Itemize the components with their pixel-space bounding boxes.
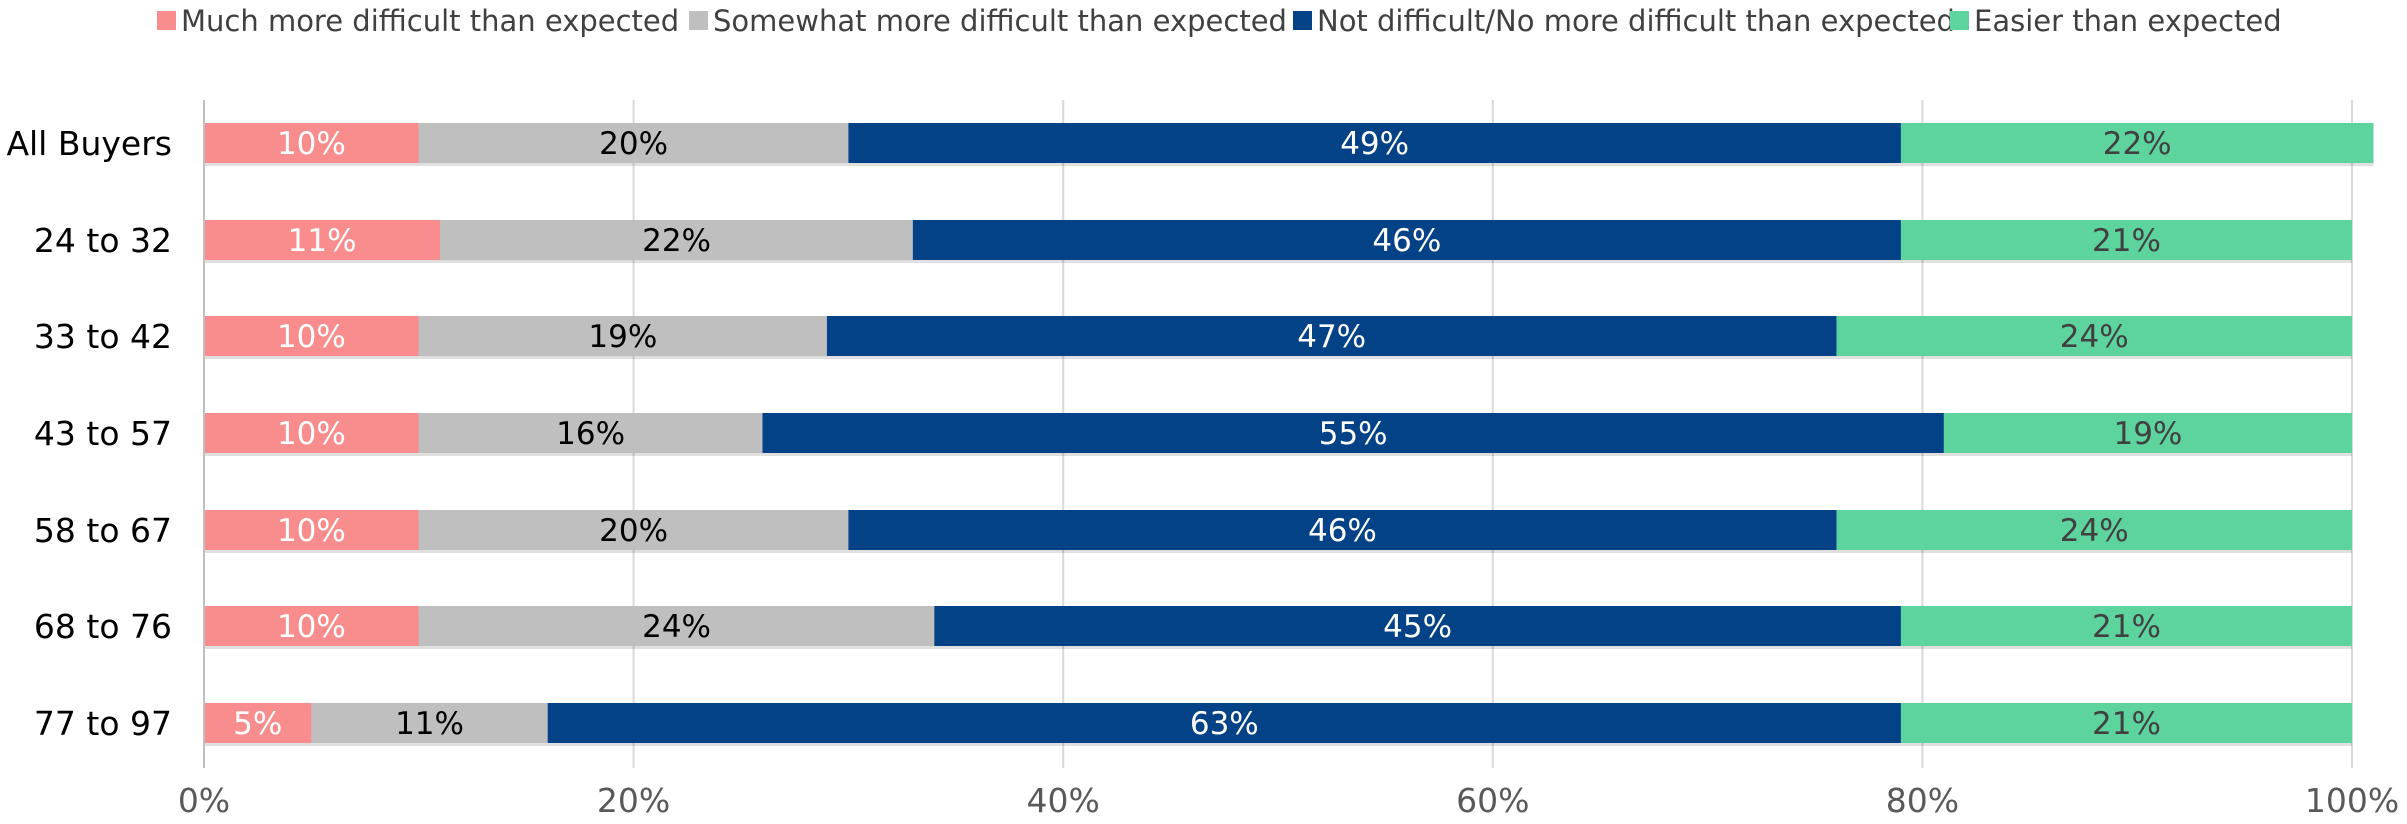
data-label: 20% [599, 126, 668, 162]
legend-label: Somewhat more difficult than expected [713, 4, 1287, 38]
x-tick-label: 40% [1027, 781, 1100, 820]
bar-segment [418, 413, 763, 453]
x-tick-label: 0% [178, 781, 230, 820]
legend-label: Not difficult/No more difficult than exp… [1317, 4, 1955, 38]
bar-segment [204, 413, 419, 453]
data-label: 10% [277, 513, 346, 549]
data-label: 10% [277, 609, 346, 645]
data-label: 21% [2092, 706, 2161, 742]
data-label: 5% [233, 706, 282, 742]
bar-segment [418, 123, 849, 163]
legend-swatch [1293, 11, 1312, 30]
data-label: 46% [1308, 513, 1377, 549]
bar-segment [204, 123, 419, 163]
data-label: 63% [1190, 706, 1259, 742]
bar-segment [204, 220, 441, 260]
bar-segment [934, 606, 1901, 646]
x-tick-label: 100% [2305, 781, 2399, 820]
data-label: 10% [277, 416, 346, 452]
data-label: 10% [277, 319, 346, 355]
bar-segment [440, 220, 913, 260]
legend-swatch [157, 11, 176, 30]
data-label: 10% [277, 126, 346, 162]
y-axis-categories: All Buyers 24 to 32 33 to 42 43 to 57 58 to … [6, 124, 172, 743]
bar-segment [1900, 703, 2352, 743]
legend-label: Easier than expected [1974, 4, 2282, 38]
data-label: 45% [1383, 609, 1452, 645]
bar-segment [418, 606, 935, 646]
data-label: 46% [1372, 223, 1441, 259]
data-label: 19% [588, 319, 657, 355]
bar-segment [204, 703, 312, 743]
data-label: 19% [2113, 416, 2182, 452]
legend-swatch [1950, 11, 1969, 30]
category-label: 77 to 97 [34, 704, 172, 743]
bar-segment [1900, 123, 2374, 163]
bars: 10% 20% 49% 22% 11% 22% 46% 21% 10% 19% 47% 24% 10% 1… [204, 123, 2374, 746]
category-label: 43 to 57 [34, 414, 172, 453]
bar-segment [1900, 220, 2352, 260]
bar-segment [1836, 316, 2352, 356]
data-label: 55% [1319, 416, 1388, 452]
bar-segment [204, 606, 419, 646]
bar-segment [912, 220, 1901, 260]
x-axis: 0% 20% 40% 60% 80% 100% [178, 100, 2399, 820]
bar-segment [1836, 510, 2352, 550]
category-label: 58 to 67 [34, 511, 172, 550]
bar-segment [1900, 606, 2352, 646]
data-label: 24% [642, 609, 711, 645]
data-label: 24% [2060, 513, 2129, 549]
category-label: All Buyers [6, 124, 172, 163]
data-label: 21% [2092, 223, 2161, 259]
bar-segment [547, 703, 1901, 743]
bar-segment [848, 123, 1901, 163]
bar-segment [204, 510, 419, 550]
x-tick-label: 20% [597, 781, 670, 820]
bar-segment [762, 413, 1944, 453]
bar-segment [311, 703, 548, 743]
bar-segment [204, 316, 419, 356]
data-label: 24% [2060, 319, 2129, 355]
bar-segment [826, 316, 1837, 356]
data-label: 20% [599, 513, 668, 549]
x-tick-label: 80% [1886, 781, 1959, 820]
bar-segment [418, 510, 849, 550]
category-label: 24 to 32 [34, 221, 172, 260]
data-label: 11% [395, 706, 464, 742]
data-label: 21% [2092, 609, 2161, 645]
category-label: 68 to 76 [34, 607, 172, 646]
legend: Much more difficult than expected Somewha… [157, 4, 2282, 38]
category-label: 33 to 42 [34, 317, 172, 356]
legend-label: Much more difficult than expected [181, 4, 679, 38]
data-label: 22% [642, 223, 711, 259]
data-label: 16% [556, 416, 625, 452]
legend-swatch [689, 11, 708, 30]
bar-segment [848, 510, 1837, 550]
bar-segment [1943, 413, 2352, 453]
data-label: 49% [1340, 126, 1409, 162]
data-label: 11% [288, 223, 357, 259]
x-tick-label: 60% [1456, 781, 1529, 820]
data-label: 47% [1297, 319, 1366, 355]
bar-segment [418, 316, 827, 356]
data-label: 22% [2103, 126, 2172, 162]
